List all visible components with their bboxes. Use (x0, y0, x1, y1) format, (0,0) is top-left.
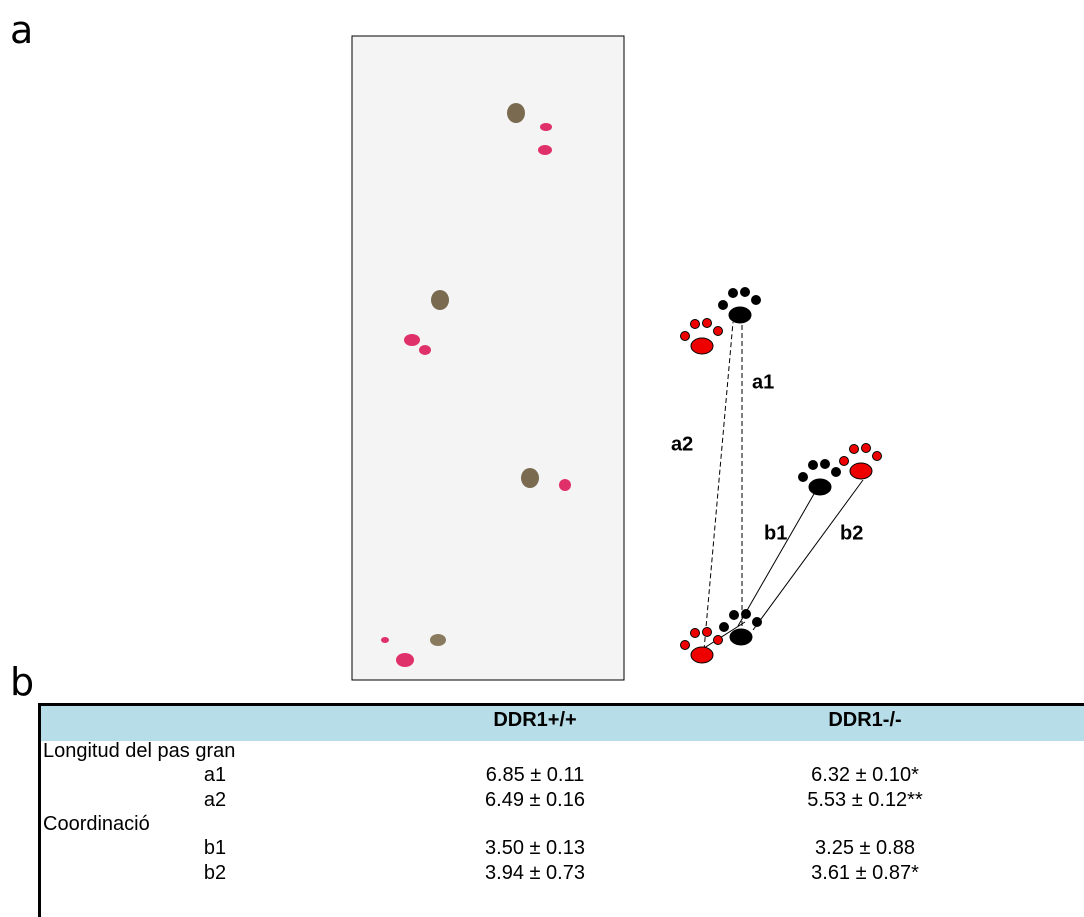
paw (719, 288, 761, 324)
diagram-label: a1 (752, 371, 774, 393)
paws (681, 288, 882, 664)
paw (840, 444, 882, 480)
footprint-photo (352, 36, 624, 680)
table-cell: 5.53 ± 0.12** (807, 788, 923, 812)
paw (681, 319, 723, 355)
table-cell: Longitud del pas gran (43, 739, 235, 763)
table-cell: b1 (204, 836, 226, 860)
diagram-label: b1 (764, 522, 787, 544)
table-cell: 3.61 ± 0.87* (811, 861, 919, 885)
diagram-label: b2 (840, 522, 863, 544)
table-cell: 6.85 ± 0.11 (486, 763, 584, 787)
table-cell: DDR1+/+ (493, 708, 576, 732)
figure-a: a1 a2 b1 b2 (0, 0, 1084, 700)
table-cell: b2 (204, 861, 226, 885)
table-cell: 6.32 ± 0.10* (811, 763, 919, 787)
table-cell: 3.94 ± 0.73 (485, 861, 585, 885)
table-cell: 6.49 ± 0.16 (485, 788, 585, 812)
table-cell: 3.50 ± 0.13 (485, 836, 585, 860)
table-cell: a2 (204, 788, 226, 812)
table-cell: Coordinació (43, 812, 150, 836)
table-cell: a1 (204, 763, 226, 787)
diagram-label: a2 (671, 433, 693, 455)
paw (799, 460, 841, 496)
page: a b a1 a2 b1 b2 DDR1+/+DDR1-/-Longitud d… (0, 0, 1084, 917)
paw (681, 628, 723, 664)
table-cell: DDR1-/- (828, 708, 901, 732)
table-cell: 3.25 ± 0.88 (815, 836, 915, 860)
table-border (38, 703, 41, 917)
stride-lines (701, 322, 863, 650)
